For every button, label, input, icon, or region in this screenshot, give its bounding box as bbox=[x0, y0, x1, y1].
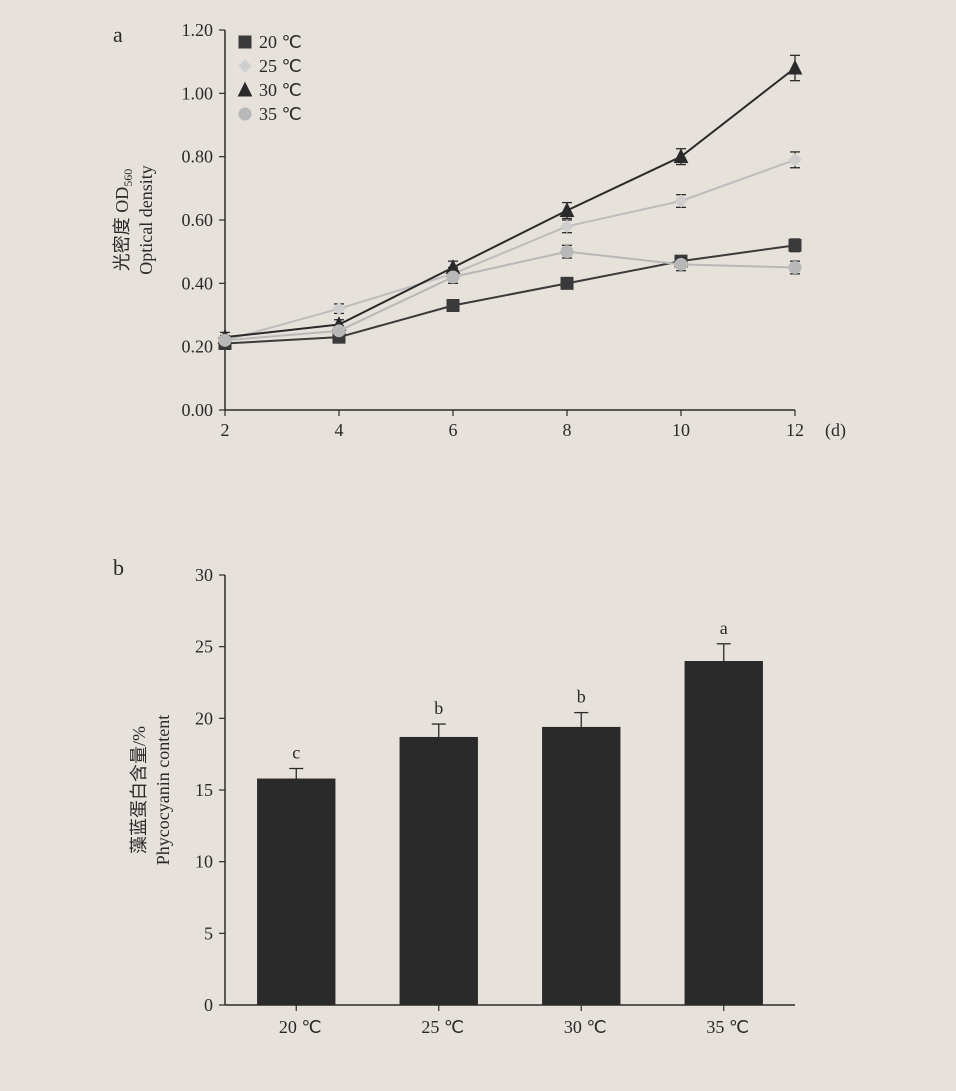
bar-chart-phycocyanin: 0 5 10 15 20 25 30 藻蓝蛋白含量/%Phycocyanin content c… bbox=[0, 540, 956, 1070]
line-chart-optical-density: 0.00 0.20 0.40 0.60 0.80 1.00 1.20 2 4 6 8 10 12 (d) 光… bbox=[0, 0, 956, 500]
svg-text:35 ℃: 35 ℃ bbox=[706, 1017, 749, 1037]
svg-text:6: 6 bbox=[449, 420, 458, 440]
svg-text:0.20: 0.20 bbox=[182, 337, 214, 357]
series-30 ℃ bbox=[218, 55, 801, 343]
svg-text:(d): (d) bbox=[825, 420, 846, 441]
bar bbox=[257, 779, 335, 1005]
series-25 ℃ bbox=[219, 152, 801, 346]
svg-text:10: 10 bbox=[672, 420, 690, 440]
svg-text:4: 4 bbox=[335, 420, 344, 440]
svg-text:光密度 OD560: 光密度 OD560 bbox=[112, 169, 135, 272]
svg-text:5: 5 bbox=[204, 923, 213, 943]
bar bbox=[542, 727, 620, 1005]
svg-text:藻蓝蛋白含量/%: 藻蓝蛋白含量/% bbox=[129, 726, 149, 854]
series-35 ℃ bbox=[219, 245, 801, 346]
svg-text:30 ℃: 30 ℃ bbox=[564, 1017, 607, 1037]
svg-text:20: 20 bbox=[195, 708, 213, 728]
figure-page: a b 0.00 0.20 0.40 0.60 0.80 1.00 1.20 2 4 6 8 10 12… bbox=[0, 0, 956, 1091]
svg-text:Phycocyanin content: Phycocyanin content bbox=[153, 715, 173, 865]
svg-text:30: 30 bbox=[195, 565, 213, 585]
bar bbox=[685, 661, 763, 1005]
svg-text:0.60: 0.60 bbox=[182, 210, 214, 230]
svg-text:8: 8 bbox=[563, 420, 572, 440]
svg-text:0.00: 0.00 bbox=[182, 400, 214, 420]
svg-text:20 ℃: 20 ℃ bbox=[279, 1017, 322, 1037]
svg-text:0: 0 bbox=[204, 995, 213, 1015]
svg-text:c: c bbox=[292, 743, 300, 763]
svg-text:b: b bbox=[434, 698, 443, 718]
svg-text:1.20: 1.20 bbox=[182, 20, 214, 40]
bar bbox=[400, 737, 478, 1005]
svg-text:a: a bbox=[720, 618, 728, 638]
legend: 20 ℃ 25 ℃ 30 ℃ 35 ℃ bbox=[238, 32, 301, 124]
svg-text:10: 10 bbox=[195, 852, 213, 872]
svg-text:0.80: 0.80 bbox=[182, 147, 214, 167]
svg-text:Optical density: Optical density bbox=[136, 165, 156, 274]
svg-text:15: 15 bbox=[195, 780, 213, 800]
svg-text:30 ℃: 30 ℃ bbox=[259, 80, 302, 100]
svg-text:2: 2 bbox=[221, 420, 230, 440]
svg-text:25: 25 bbox=[195, 637, 213, 657]
svg-text:25 ℃: 25 ℃ bbox=[421, 1017, 464, 1037]
svg-text:b: b bbox=[577, 687, 586, 707]
svg-text:1.00: 1.00 bbox=[182, 83, 214, 103]
svg-text:20 ℃: 20 ℃ bbox=[259, 32, 302, 52]
svg-text:0.40: 0.40 bbox=[182, 273, 214, 293]
svg-text:25 ℃: 25 ℃ bbox=[259, 56, 302, 76]
svg-text:35 ℃: 35 ℃ bbox=[259, 104, 302, 124]
svg-text:12: 12 bbox=[786, 420, 804, 440]
